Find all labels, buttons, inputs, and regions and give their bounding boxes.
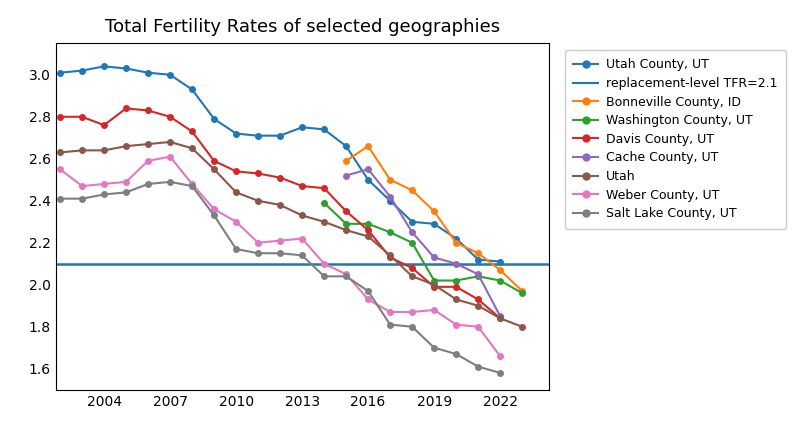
Legend: Utah County, UT, replacement-level TFR=2.1, Bonneville County, ID, Washington Co: Utah County, UT, replacement-level TFR=2… [564, 49, 786, 229]
Title: Total Fertility Rates of selected geographies: Total Fertility Rates of selected geogra… [104, 18, 500, 36]
